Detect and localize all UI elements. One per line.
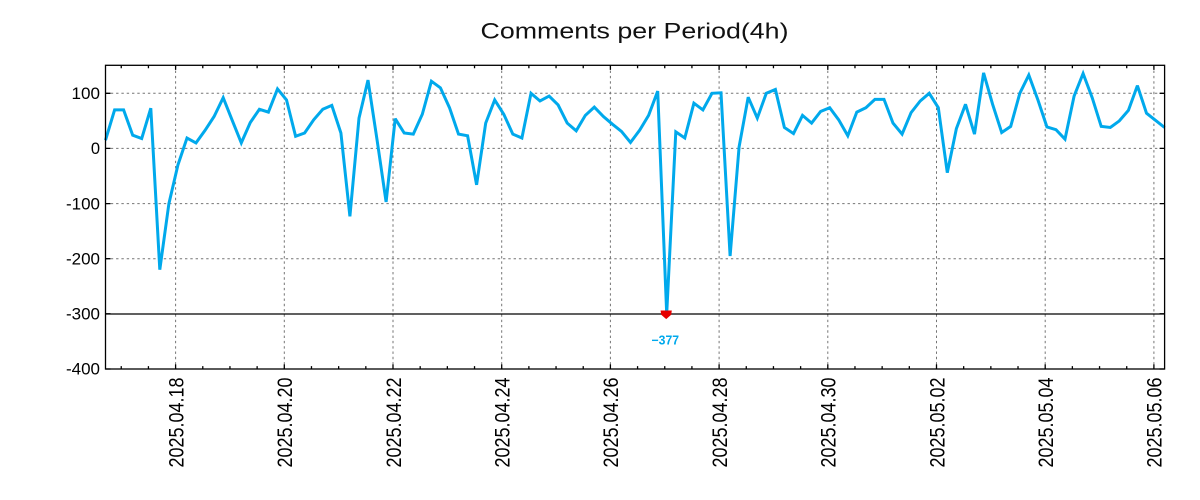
svg-text:2025.04.22: 2025.04.22 bbox=[383, 378, 406, 468]
svg-text:-300: -300 bbox=[66, 306, 100, 324]
svg-text:2025.05.04: 2025.05.04 bbox=[1035, 377, 1058, 467]
svg-text:-200: -200 bbox=[66, 250, 100, 268]
svg-text:2025.05.02: 2025.05.02 bbox=[926, 378, 949, 468]
svg-text:-400: -400 bbox=[66, 361, 100, 379]
svg-text:Comments per Period(4h): Comments per Period(4h) bbox=[481, 19, 789, 44]
svg-text:100: 100 bbox=[72, 85, 101, 103]
svg-text:2025.04.24: 2025.04.24 bbox=[492, 377, 515, 467]
svg-text:2025.04.28: 2025.04.28 bbox=[709, 378, 732, 468]
svg-text:2025.04.20: 2025.04.20 bbox=[274, 378, 297, 468]
svg-text:0: 0 bbox=[91, 140, 100, 158]
svg-text:2025.04.30: 2025.04.30 bbox=[818, 378, 841, 468]
svg-text:2025.05.06: 2025.05.06 bbox=[1144, 378, 1167, 468]
svg-text:2025.04.18: 2025.04.18 bbox=[165, 378, 188, 468]
svg-text:-100: -100 bbox=[66, 195, 100, 213]
svg-text:−377: −377 bbox=[652, 334, 680, 348]
svg-text:2025.04.26: 2025.04.26 bbox=[600, 378, 623, 468]
